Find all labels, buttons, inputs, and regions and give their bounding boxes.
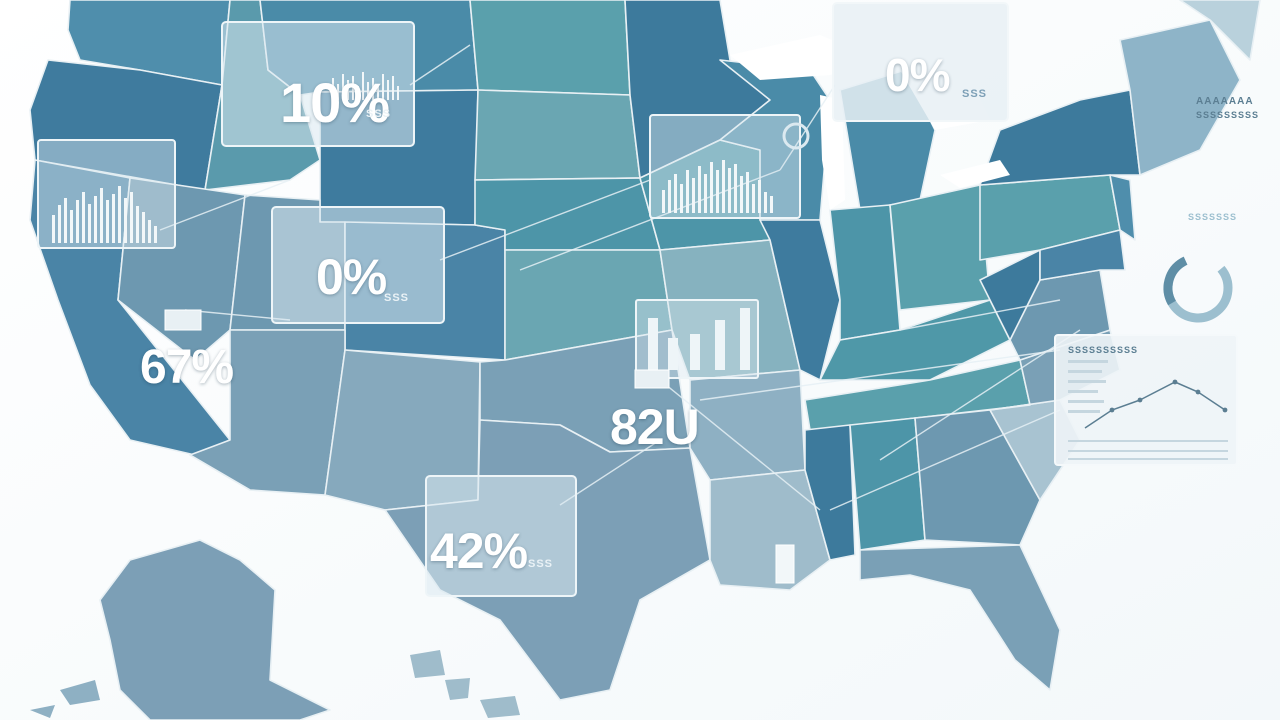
donut-title: SSSSSSS xyxy=(1188,212,1238,222)
panel-tag-great-lakes: SSS xyxy=(962,88,988,100)
panel-tag-mountain: SSS xyxy=(384,292,410,304)
mini-line-chart xyxy=(1068,360,1228,460)
state-west-virginia xyxy=(979,249,1041,341)
northeast-title: AAAAAAA xyxy=(1196,96,1254,107)
panel-tag-northwest: SSS xyxy=(366,108,392,120)
state-maine xyxy=(1179,0,1261,61)
panel-mountain xyxy=(271,206,445,324)
mini-bars-central xyxy=(648,308,750,370)
panel-michigan xyxy=(832,2,1009,122)
mini-bars-great-lakes xyxy=(662,160,773,213)
state-maryland xyxy=(1039,229,1126,281)
map-marker-flag xyxy=(164,309,202,331)
state-arizona xyxy=(189,329,346,496)
stat-great-lakes: 0% xyxy=(885,49,950,101)
gauge-icon xyxy=(782,122,810,150)
stat-mountain: 0% xyxy=(316,249,387,305)
stat-northwest: 10% xyxy=(280,71,390,134)
mini-bars-pacific xyxy=(52,186,157,243)
state-alaska xyxy=(99,539,331,720)
lake-michigan xyxy=(820,95,845,210)
panel-texas xyxy=(425,475,577,597)
map-marker-gulf xyxy=(775,544,795,584)
alaska-islands xyxy=(30,680,100,718)
mini-bars-northwest xyxy=(332,72,399,100)
hawaii-islands xyxy=(410,650,520,718)
state-new-jersey xyxy=(1109,174,1136,241)
map-marker-tag xyxy=(634,369,670,389)
state-indiana xyxy=(829,204,901,341)
state-arkansas xyxy=(689,369,806,481)
panel-tag-texas: SSS xyxy=(528,558,554,570)
state-south-dakota xyxy=(474,89,641,181)
state-ohio xyxy=(889,184,991,311)
state-florida xyxy=(859,544,1061,691)
state-mississippi xyxy=(804,424,856,561)
state-north-dakota xyxy=(469,0,631,96)
northeast-subtitle: SSSSSSSSS xyxy=(1196,110,1260,120)
stat-california: 67% xyxy=(140,341,234,394)
stat-texas: 42% xyxy=(430,523,528,579)
donut-chart-icon xyxy=(1163,253,1233,323)
panel-northwest xyxy=(221,21,415,147)
stat-plains: 82U xyxy=(610,399,700,455)
line-panel-title: SSSSSSSSSS xyxy=(1068,345,1139,355)
lake-erie xyxy=(940,160,1010,188)
panel-southeast-line xyxy=(1054,334,1238,466)
